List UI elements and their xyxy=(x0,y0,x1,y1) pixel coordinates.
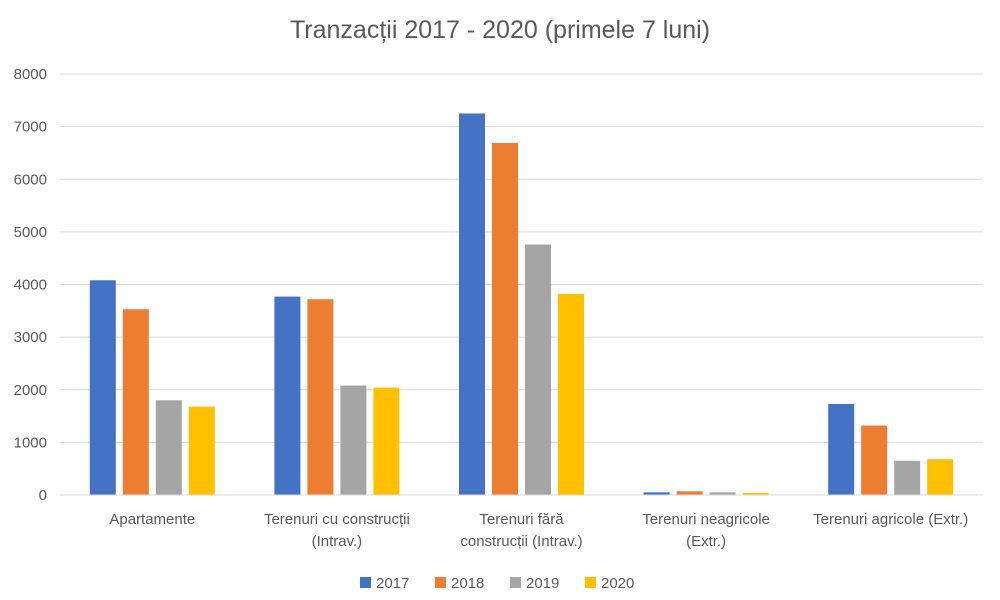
bar xyxy=(676,491,703,495)
y-tick-label: 7000 xyxy=(14,119,47,136)
bar xyxy=(861,425,888,495)
y-tick-label: 3000 xyxy=(14,329,47,346)
x-category-label-line: Terenuri agricole (Extr.) xyxy=(813,511,968,528)
x-category-label: Terenuri neagricole (Extr.) xyxy=(642,511,770,550)
x-category-label-line: Terenuri neagricole xyxy=(642,511,770,528)
bar xyxy=(709,492,736,495)
x-category-label-line: (Intrav.) xyxy=(312,533,363,550)
bar xyxy=(558,293,584,495)
bar xyxy=(927,459,954,495)
y-tick-label: 4000 xyxy=(14,277,47,294)
legend-label: 2019 xyxy=(526,575,559,592)
x-category-label-line: construcții (Intrav.) xyxy=(460,533,582,550)
bar xyxy=(525,244,551,495)
x-category-label-line: (Extr.) xyxy=(686,533,726,550)
x-category-label: Apartamente xyxy=(109,511,195,528)
x-category-label-line: Terenuri fără xyxy=(479,511,564,528)
bar xyxy=(373,387,400,495)
legend-swatch xyxy=(585,577,596,588)
chart-title: Tranzacții 2017 - 2020 (primele 7 luni) xyxy=(289,16,711,44)
bar xyxy=(307,299,334,495)
legend-label: 2017 xyxy=(376,575,409,592)
bar xyxy=(122,309,149,495)
bar xyxy=(894,460,921,495)
y-tick-label: 5000 xyxy=(14,224,47,241)
bar xyxy=(742,492,769,495)
bar xyxy=(492,142,518,495)
bar xyxy=(274,296,301,495)
y-tick-label: 6000 xyxy=(14,171,47,188)
legend-swatch xyxy=(510,577,521,588)
legend-label: 2020 xyxy=(601,575,634,592)
y-tick-label: 2000 xyxy=(14,382,47,399)
bar xyxy=(89,280,116,495)
legend-label: 2018 xyxy=(451,575,484,592)
y-tick-label: 0 xyxy=(39,487,47,504)
bar xyxy=(459,113,485,495)
y-tick-label: 8000 xyxy=(14,66,47,83)
x-category-label: Terenuri agricole (Extr.) xyxy=(813,511,968,528)
bar xyxy=(340,385,367,495)
x-category-label-line: Apartamente xyxy=(109,511,195,528)
legend-swatch xyxy=(435,577,446,588)
legend-swatch xyxy=(360,577,371,588)
x-category-label: Terenuri cu construcții (Intrav.) xyxy=(264,511,410,550)
bar xyxy=(828,403,855,495)
x-category-label: Terenuri fără construcții (Intrav.) xyxy=(460,511,582,550)
x-category-label-line: Terenuri cu construcții xyxy=(264,511,410,528)
bar xyxy=(155,400,182,495)
bar xyxy=(188,406,215,495)
bar xyxy=(643,492,670,495)
y-tick-label: 1000 xyxy=(14,434,47,451)
